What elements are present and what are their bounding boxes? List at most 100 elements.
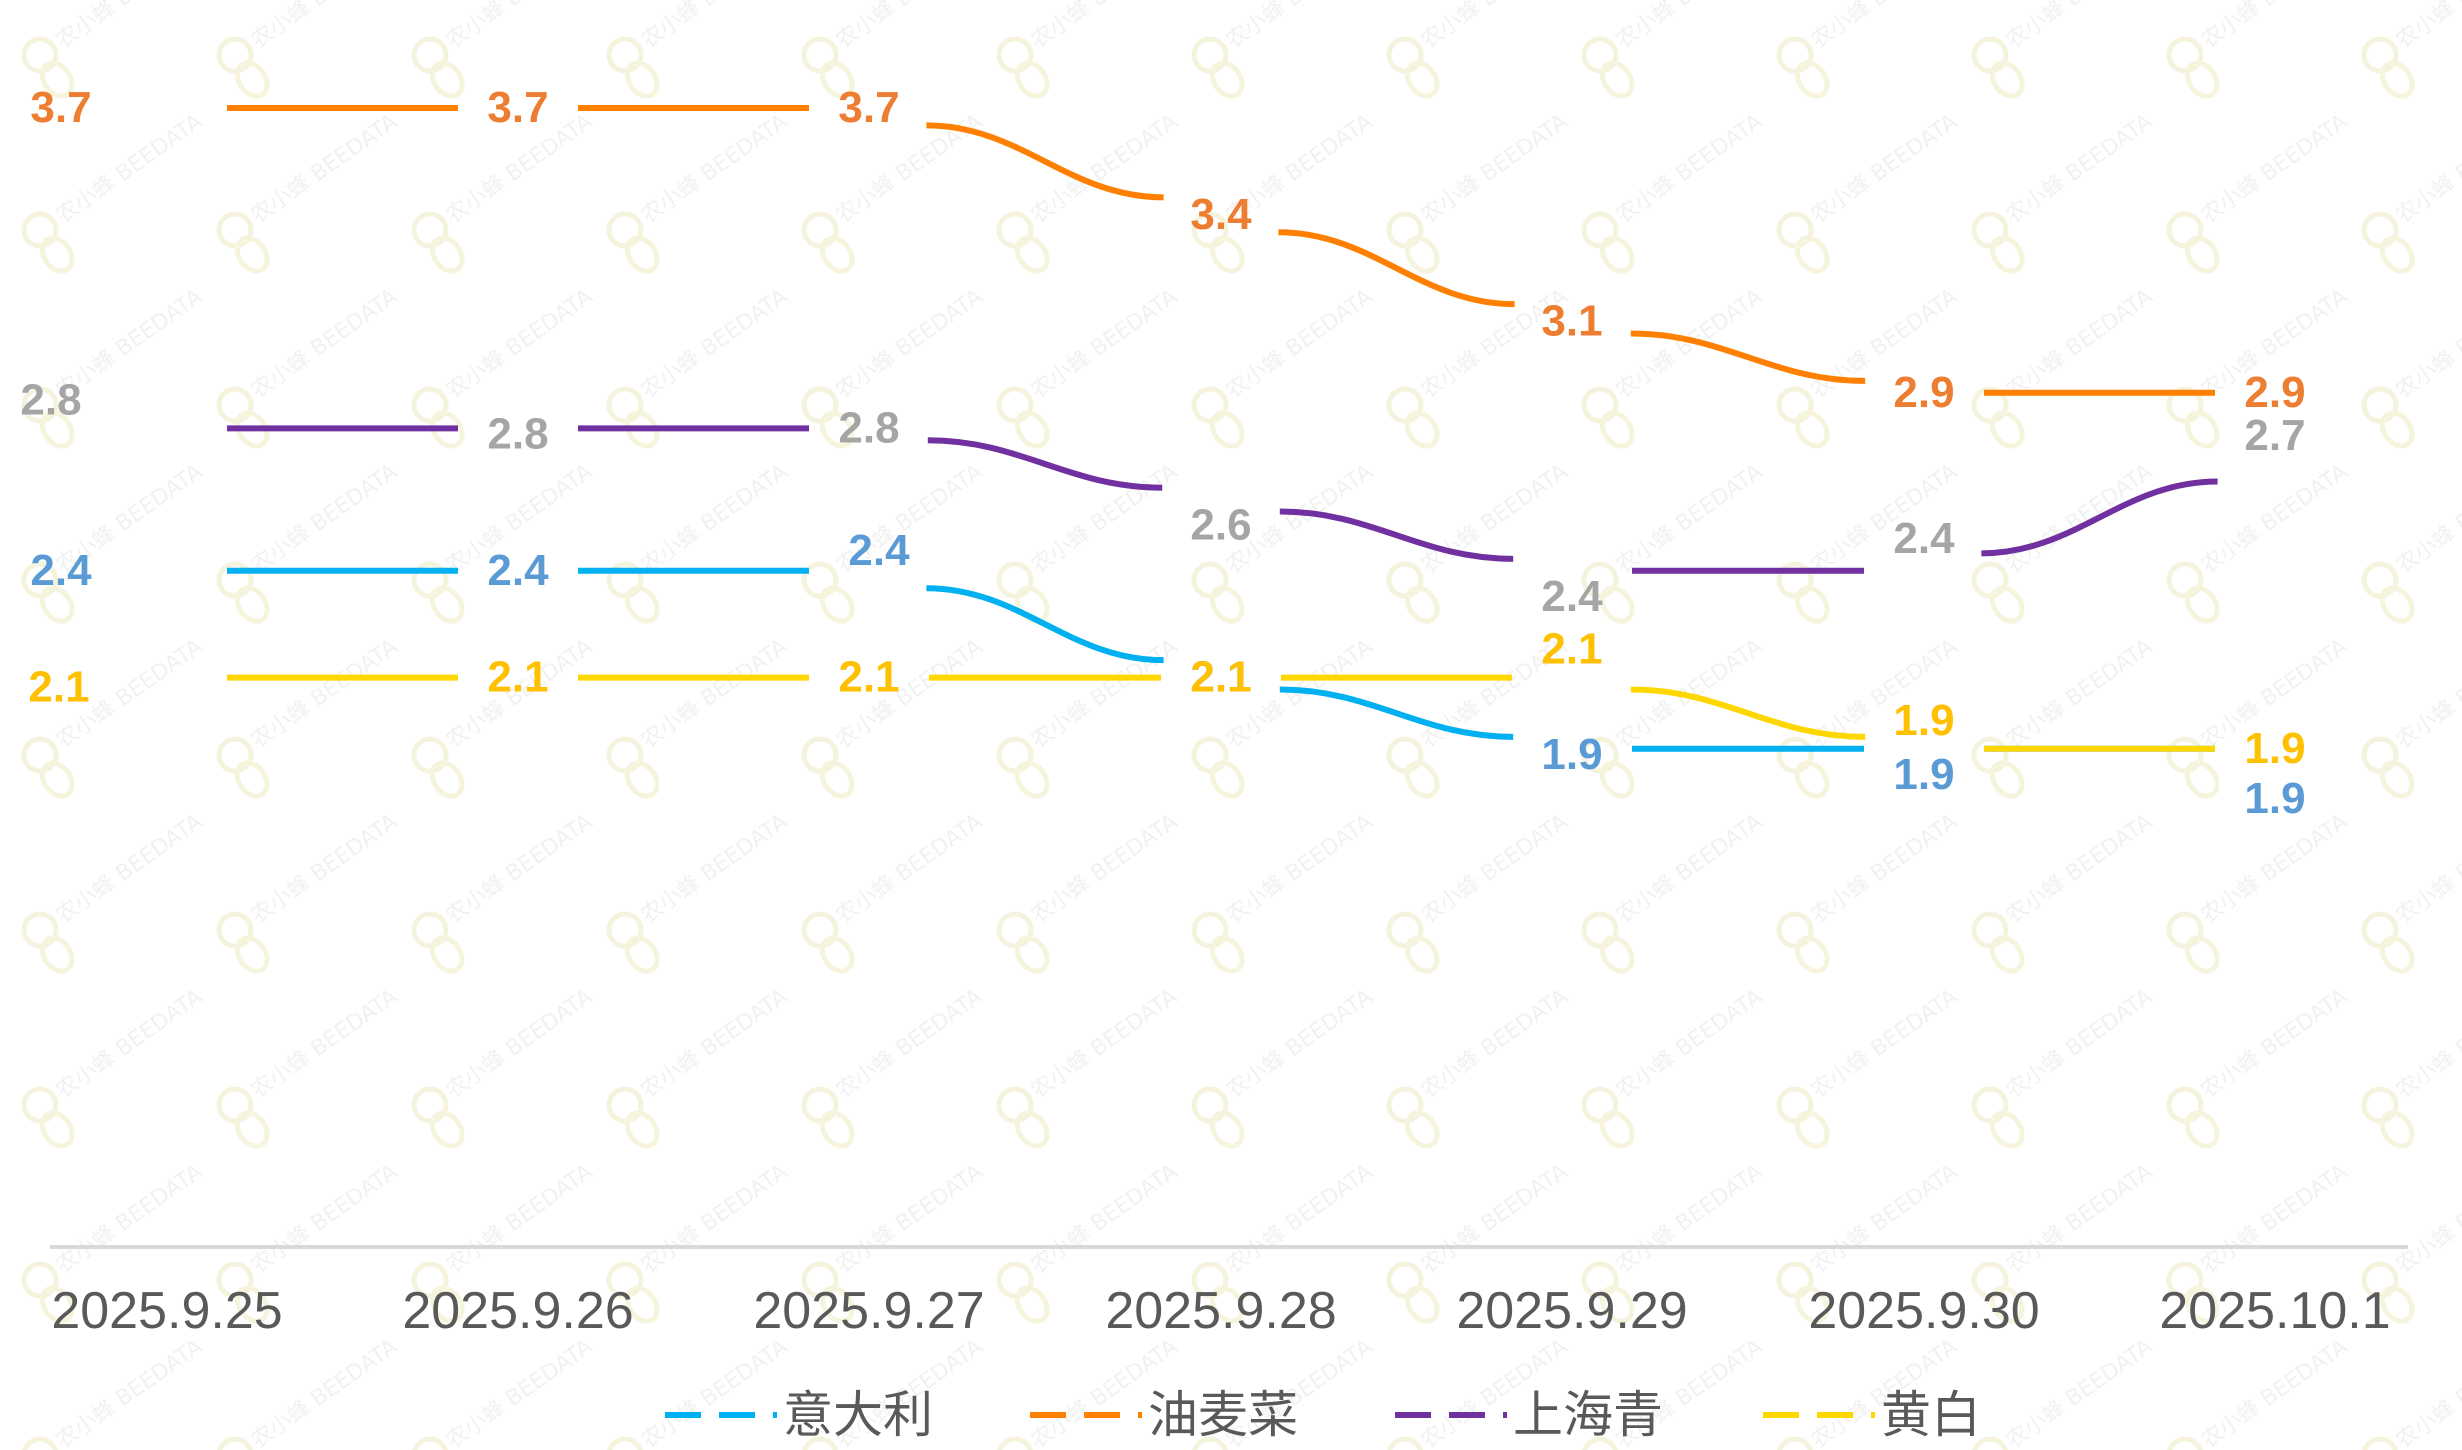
legend-label: 意大利 (783, 1386, 933, 1444)
watermark-text: 农小蜂 BEEDATA (247, 1334, 403, 1450)
watermark-text: 农小蜂 BEEDATA (2002, 1334, 2158, 1450)
watermark-text: 农小蜂 BEEDATA (832, 984, 988, 1103)
legend-label: 油麦菜 (1148, 1386, 1298, 1444)
watermark-text: 农小蜂 BEEDATA (247, 984, 403, 1103)
data-label: 2.6 (1190, 501, 1251, 550)
data-label: 2.4 (487, 546, 549, 595)
watermark-logo: 农小蜂 BEEDATA (1191, 984, 1378, 1149)
watermark-text: 农小蜂 BEEDATA (2197, 809, 2353, 928)
watermark-text: 农小蜂 BEEDATA (1222, 809, 1378, 928)
watermark-text: 农小蜂 BEEDATA (637, 109, 793, 228)
data-label: 1.9 (1541, 730, 1602, 779)
watermark-logo: 农小蜂 BEEDATA (801, 634, 987, 799)
series-line-segment (1630, 330, 1866, 384)
watermark-text: 农小蜂 BEEDATA (247, 634, 403, 753)
watermark-text: 农小蜂 BEEDATA (247, 109, 403, 228)
watermark-text: 农小蜂 BEEDATA (1222, 984, 1378, 1103)
watermark-text: 农小蜂 BEEDATA (247, 459, 403, 578)
legend-item[interactable]: 油麦菜 (1030, 1386, 1298, 1444)
watermark-text: 农小蜂 BEEDATA (832, 1159, 988, 1278)
watermark-logo: 农小蜂 BEEDATA (606, 1334, 792, 1450)
watermark-text: 农小蜂 BEEDATA (2002, 1159, 2158, 1278)
watermark-text: 农小蜂 BEEDATA (1222, 1159, 1378, 1278)
watermark-text: 农小蜂 BEEDATA (637, 984, 793, 1103)
data-label: 2.4 (1541, 572, 1603, 621)
watermark-logo: 农小蜂 BEEDATA (801, 0, 988, 99)
watermark-logo: 农小蜂 BEEDATA (996, 809, 1183, 974)
x-tick-label: 2025.9.28 (1105, 1282, 1336, 1340)
watermark-text: 农小蜂 BEEDATA (1417, 0, 1573, 54)
data-label: 1.9 (1893, 750, 1954, 799)
watermark-text: 农小蜂 BEEDATA (2392, 459, 2462, 578)
watermark-logo: 农小蜂 BEEDATA (21, 809, 208, 974)
watermark-text: 农小蜂 BEEDATA (2197, 109, 2353, 228)
watermark-text: 农小蜂 BEEDATA (2197, 0, 2353, 54)
x-tick-label: 2025.10.1 (2159, 1282, 2390, 1340)
watermark-text: 农小蜂 BEEDATA (832, 809, 988, 928)
watermark-text: 农小蜂 BEEDATA (637, 1159, 793, 1278)
series-line-segment (1278, 229, 1515, 308)
watermark-text: 农小蜂 BEEDATA (52, 0, 208, 54)
watermark-text: 农小蜂 BEEDATA (1027, 984, 1183, 1103)
watermark-text: 农小蜂 BEEDATA (2002, 109, 2158, 228)
watermark-logo: 农小蜂 BEEDATA (216, 459, 403, 624)
watermark-text: 农小蜂 BEEDATA (1612, 984, 1768, 1103)
legend-item[interactable]: 意大利 (665, 1386, 933, 1444)
data-label: 2.4 (30, 546, 92, 595)
watermark-logo: 农小蜂 BEEDATA (21, 284, 207, 449)
watermark-text: 农小蜂 BEEDATA (637, 459, 793, 578)
data-label: 3.7 (487, 83, 548, 132)
watermark-logo: 农小蜂 BEEDATA (1776, 984, 1962, 1149)
watermark-logo: 农小蜂 BEEDATA (1776, 109, 1963, 274)
watermark-text: 农小蜂 BEEDATA (2002, 0, 2158, 54)
watermark-logo: 农小蜂 BEEDATA (1581, 109, 1768, 274)
watermark-text: 农小蜂 BEEDATA (1612, 809, 1768, 928)
series-line-segment (927, 437, 1163, 491)
watermark-text: 农小蜂 BEEDATA (1027, 809, 1183, 928)
data-label: 2.1 (1190, 653, 1251, 702)
legend-item[interactable]: 黄白 (1763, 1386, 1981, 1444)
watermark-text: 农小蜂 BEEDATA (52, 809, 208, 928)
watermark-logo: 农小蜂 BEEDATA (2166, 1334, 2352, 1450)
watermark-logo: 农小蜂 BEEDATA (606, 0, 793, 99)
watermark-text: 农小蜂 BEEDATA (1612, 459, 1768, 578)
data-label: 3.7 (838, 83, 899, 132)
data-label: 2.8 (838, 403, 899, 452)
data-label: 2.4 (848, 526, 910, 575)
watermark-logo: 农小蜂 BEEDATA (1581, 0, 1767, 99)
legend-item[interactable]: 上海青 (1395, 1386, 1663, 1444)
watermark-text: 农小蜂 BEEDATA (442, 284, 598, 403)
watermark-logo: 农小蜂 BEEDATA (1581, 284, 1767, 449)
watermark-logo: 农小蜂 BEEDATA (411, 459, 597, 624)
legend-label: 黄白 (1881, 1386, 1981, 1444)
watermark-text: 农小蜂 BEEDATA (1222, 0, 1378, 54)
watermark-text: 农小蜂 BEEDATA (1417, 109, 1573, 228)
watermark-logo: 农小蜂 BEEDATA (1971, 984, 2157, 1149)
watermark-text: 农小蜂 BEEDATA (247, 0, 403, 54)
watermark-text: 农小蜂 BEEDATA (637, 0, 793, 54)
watermark-text: 农小蜂 BEEDATA (832, 0, 988, 54)
watermark-logo: 农小蜂 BEEDATA (606, 984, 793, 1149)
watermark-logo: 农小蜂 BEEDATA (21, 984, 207, 1149)
watermark-text: 农小蜂 BEEDATA (2002, 809, 2158, 928)
x-tick-label: 2025.9.27 (753, 1282, 984, 1340)
watermark-logo: 农小蜂 BEEDATA (1776, 0, 1962, 99)
watermark-text: 农小蜂 BEEDATA (52, 1334, 208, 1450)
watermark-logo: 农小蜂 BEEDATA (2361, 109, 2462, 274)
watermark-logo: 农小蜂 BEEDATA (1971, 1334, 2158, 1450)
watermark-text: 农小蜂 BEEDATA (1417, 984, 1573, 1103)
watermark-text: 农小蜂 BEEDATA (637, 284, 793, 403)
watermark-logo: 农小蜂 BEEDATA (2361, 634, 2462, 799)
watermark-text: 农小蜂 BEEDATA (1807, 109, 1963, 228)
watermark-text: 农小蜂 BEEDATA (1027, 109, 1183, 228)
watermark-logo: 农小蜂 BEEDATA (2166, 109, 2353, 274)
watermark-text: 农小蜂 BEEDATA (832, 284, 988, 403)
watermark-logo: 农小蜂 BEEDATA (2166, 809, 2353, 974)
series-line-segment (926, 585, 1164, 664)
watermark-text: 农小蜂 BEEDATA (442, 984, 598, 1103)
watermark-text: 农小蜂 BEEDATA (1612, 109, 1768, 228)
watermark-text: 农小蜂 BEEDATA (2392, 984, 2462, 1103)
watermark-text: 农小蜂 BEEDATA (1807, 809, 1963, 928)
watermark-text: 农小蜂 BEEDATA (637, 634, 793, 753)
watermark-logo: 农小蜂 BEEDATA (996, 634, 1182, 799)
